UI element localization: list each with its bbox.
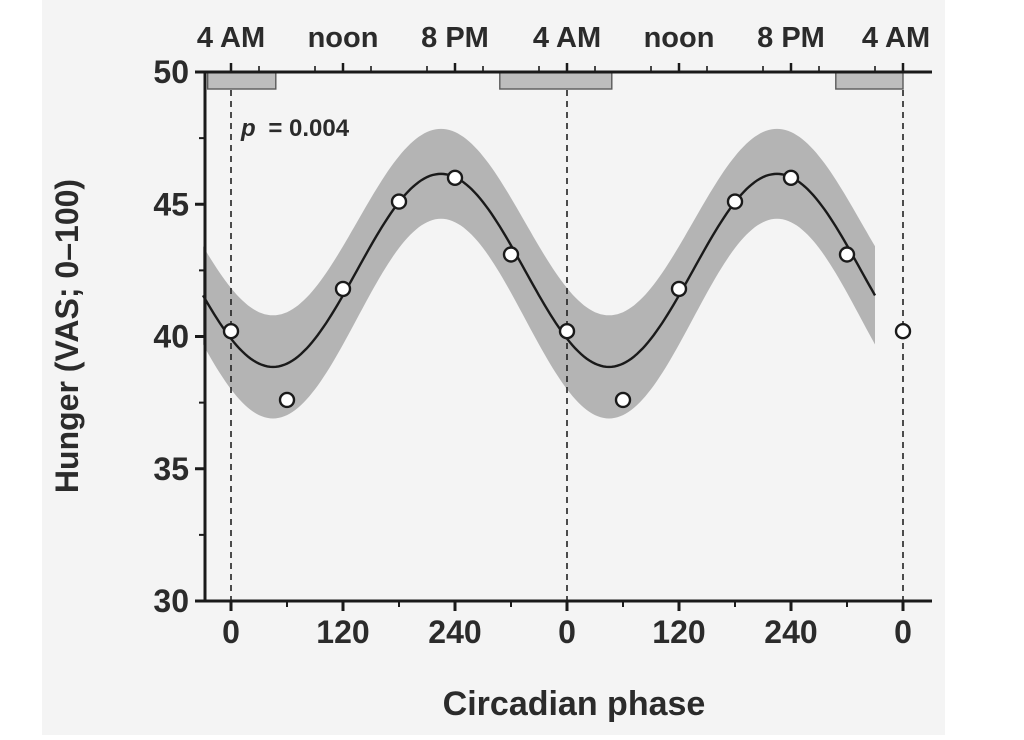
x-tick-label: 120	[316, 614, 369, 650]
p-value-symbol: p	[240, 115, 256, 142]
p-value-number: = 0.004	[268, 115, 349, 142]
y-axis-ticks: 30 35 40 45 50	[153, 54, 205, 619]
sleep-bar	[499, 71, 613, 90]
data-point	[278, 391, 296, 409]
data-point	[838, 246, 856, 263]
phase-reference-lines	[230, 90, 904, 601]
data-point	[558, 323, 576, 340]
sleep-bar	[835, 71, 904, 90]
data-point	[894, 323, 912, 340]
y-tick-label: 30	[153, 583, 189, 619]
x-tick-label: 0	[894, 614, 912, 650]
sleep-bar	[206, 71, 277, 90]
y-tick-label: 40	[153, 319, 189, 355]
data-point	[334, 280, 352, 298]
x-tick-label: 0	[558, 614, 576, 650]
fitted-curve	[201, 172, 877, 369]
data-point	[390, 193, 408, 210]
top-axis-ticks: 4 AM noon 8 PM 4 AM noon 8 PM 4 AM	[197, 22, 930, 72]
y-tick-label: 35	[153, 451, 189, 487]
x-tick-label: 240	[764, 614, 817, 650]
data-point	[726, 193, 744, 210]
data-points	[222, 169, 912, 409]
x-tick-label: 120	[652, 614, 705, 650]
top-tick-label: 4 AM	[197, 22, 265, 54]
top-tick-label: 4 AM	[533, 22, 601, 54]
data-point	[222, 323, 240, 340]
y-tick-label: 45	[153, 186, 189, 222]
y-axis-label: Hunger (VAS; 0–100)	[49, 179, 85, 493]
confidence-band	[203, 128, 875, 419]
top-tick-label: 4 AM	[862, 22, 930, 54]
y-tick-label: 50	[153, 54, 189, 90]
data-point	[446, 169, 464, 187]
x-tick-label: 0	[222, 614, 240, 650]
data-point	[614, 391, 632, 409]
top-tick-label: 8 PM	[757, 22, 825, 54]
p-value-annotation: p = 0.004	[240, 115, 350, 142]
data-point	[670, 280, 688, 298]
top-tick-label: 8 PM	[421, 22, 489, 54]
x-axis-label: Circadian phase	[443, 685, 706, 723]
x-axis-ticks: 0 120 240 0 120 240 0	[222, 601, 912, 650]
x-tick-label: 240	[428, 614, 481, 650]
top-tick-label: noon	[308, 22, 379, 54]
top-tick-label: noon	[644, 22, 715, 54]
figure-background	[42, 0, 945, 735]
data-point	[502, 246, 520, 263]
data-point	[782, 169, 800, 187]
